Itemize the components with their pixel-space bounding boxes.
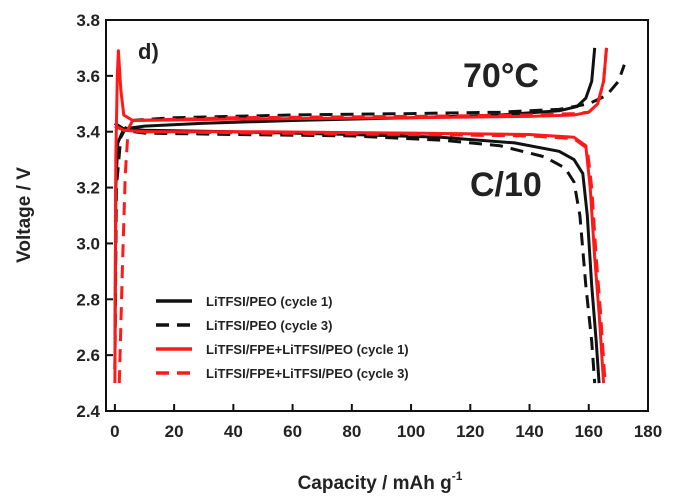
series-litfsi-fpe-litfsi-peo-cycle-3-discharge-curve	[114, 124, 607, 384]
x-tick-label: 160	[575, 422, 603, 441]
curves-layer	[113, 47, 626, 384]
series-litfsi-fpe-litfsi-peo-cycle-3-charge-curve	[117, 47, 608, 384]
x-tick-label: 0	[110, 422, 119, 441]
x-tick-label: 100	[397, 422, 425, 441]
series-litfsi-peo-cycle-1-charge-curve	[113, 47, 597, 370]
x-tick-label: 120	[456, 422, 484, 441]
legend-label-litfsi-fpe-litfsi-peo-cycle-1: LiTFSI/FPE+LiTFSI/PEO (cycle 1)	[206, 342, 409, 357]
y-tick-label: 3.4	[76, 123, 100, 142]
y-axis: 2.4 2.6 2.8 3.0 3.2 3.4 3.6 3.8	[76, 11, 113, 421]
x-axis-title: Capacity / mAh g-1	[298, 469, 463, 494]
x-tick-label: 140	[515, 422, 543, 441]
plot-frame	[105, 19, 649, 412]
annotation-temperature: 70°C	[463, 57, 539, 95]
y-tick-label: 3.8	[76, 11, 100, 30]
y-tick-label: 3.6	[76, 67, 100, 86]
x-tick-label: 40	[224, 422, 243, 441]
x-tick-label: 60	[283, 422, 302, 441]
legend-label-litfsi-peo-cycle-1: LiTFSI/PEO (cycle 1)	[206, 294, 332, 309]
y-tick-label: 2.8	[76, 290, 100, 309]
x-axis-title-superscript: -1	[452, 469, 463, 483]
y-tick-label: 2.6	[76, 346, 100, 365]
legend: LiTFSI/PEO (cycle 1) LiTFSI/PEO (cycle 3)…	[156, 294, 409, 381]
series-litfsi-peo-cycle-3-charge-curve	[113, 64, 626, 370]
y-tick-label: 2.4	[76, 402, 100, 421]
legend-label-litfsi-peo-cycle-3: LiTFSI/PEO (cycle 3)	[206, 318, 332, 333]
y-axis-title: Voltage / V	[14, 167, 35, 263]
x-axis-title-text: Capacity / mAh g	[298, 473, 452, 494]
x-tick-label: 180	[634, 422, 662, 441]
annotation-rate: C/10	[470, 166, 542, 204]
legend-label-litfsi-fpe-litfsi-peo-cycle-3: LiTFSI/FPE+LiTFSI/PEO (cycle 3)	[206, 366, 409, 381]
panel-label: d)	[138, 39, 159, 64]
x-tick-label: 80	[342, 422, 361, 441]
x-tick-label: 20	[165, 422, 184, 441]
x-axis: 0 20 40 60 80 100 120 140 160 180	[110, 404, 662, 441]
series-litfsi-fpe-litfsi-peo-cycle-1-charge-curve	[113, 47, 608, 384]
y-tick-label: 3.0	[76, 234, 100, 253]
y-tick-label: 3.2	[76, 179, 100, 198]
